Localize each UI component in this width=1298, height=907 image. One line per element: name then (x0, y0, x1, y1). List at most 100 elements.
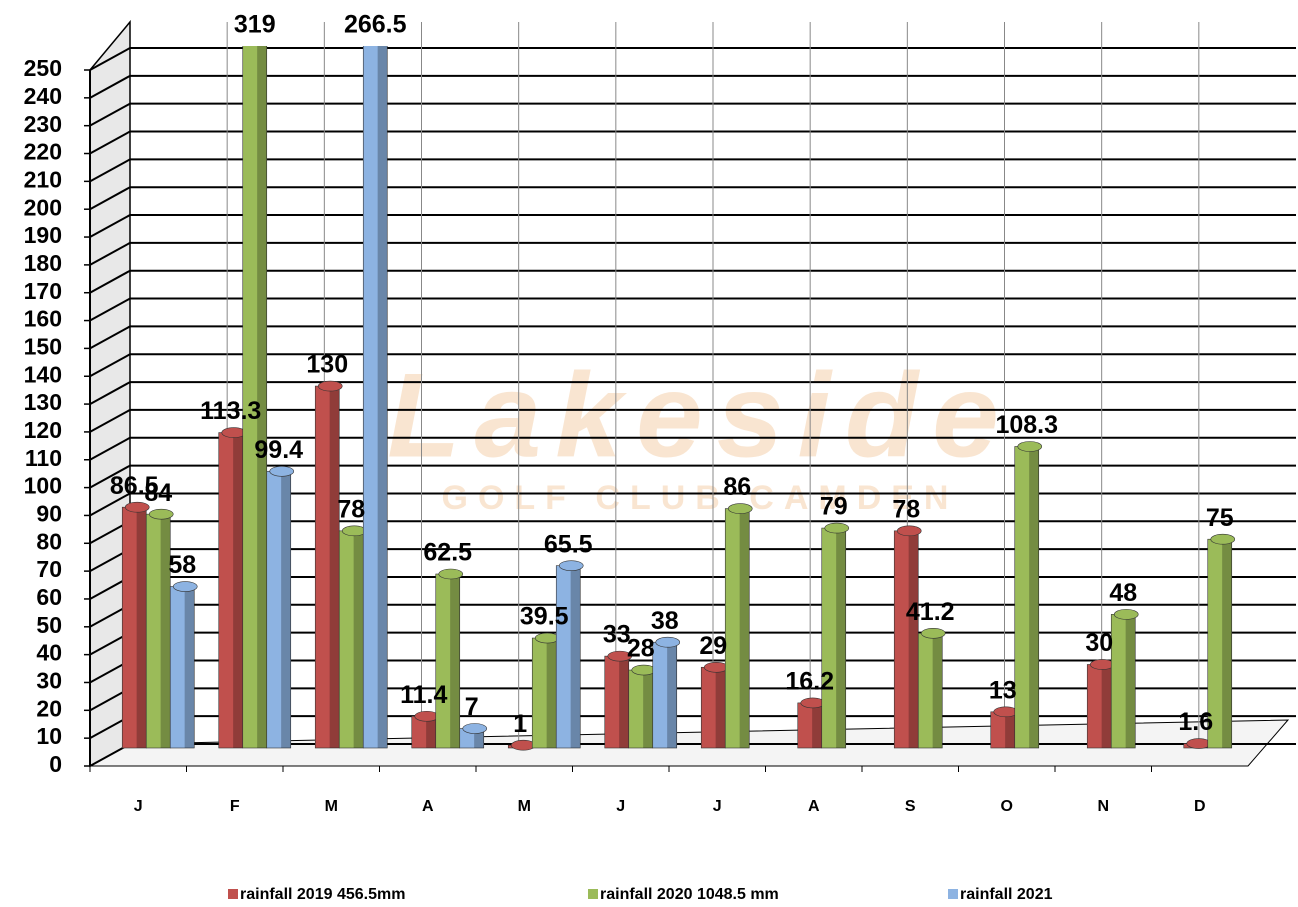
data-label: 86.5 (110, 472, 159, 500)
bar-shade (160, 514, 171, 748)
bar (266, 470, 292, 749)
data-label: 130 (306, 351, 348, 379)
y-tick-label: 40 (36, 640, 62, 666)
bar (555, 565, 581, 749)
bar-cap (558, 560, 584, 571)
data-label: 62.5 (423, 539, 472, 567)
bar-cap (221, 427, 247, 438)
bar (628, 669, 654, 749)
y-tick-label: 230 (24, 111, 62, 137)
y-tick-label: 30 (36, 668, 62, 694)
data-label: 29 (699, 632, 727, 660)
grid-line (89, 436, 131, 461)
bar-cap (462, 723, 488, 734)
data-label: 7 (465, 693, 479, 721)
bar-cap (1210, 533, 1236, 545)
bar-shade (546, 638, 557, 748)
legend-swatch (948, 889, 958, 899)
bar (1110, 614, 1136, 749)
y-tick-label: 100 (24, 473, 62, 499)
legend-swatch (588, 889, 598, 899)
grid-line (89, 74, 131, 99)
x-tick-label: D (1194, 798, 1206, 815)
bar-shade (353, 530, 364, 748)
y-tick-label: 210 (24, 166, 62, 192)
grid-line (89, 214, 131, 238)
bar-cap (655, 636, 681, 648)
bar-shade (812, 702, 822, 748)
bar (893, 530, 919, 749)
data-label: 28 (627, 635, 655, 663)
bar-cap (703, 661, 729, 673)
y-tick-label: 240 (24, 83, 62, 109)
bar-cap (510, 739, 536, 751)
grid-line (89, 381, 131, 405)
bar (1207, 538, 1233, 749)
legend-swatch (228, 889, 238, 899)
grid-line (89, 297, 131, 322)
bar (917, 632, 943, 749)
data-label: 108.3 (995, 411, 1058, 439)
x-tick-label: A (808, 798, 820, 815)
bar-shade (619, 656, 629, 748)
grid-line (89, 47, 131, 71)
y-tick-label: 220 (24, 139, 62, 165)
bar (1014, 446, 1040, 749)
bar-shade (1125, 614, 1136, 748)
data-label: 58 (168, 551, 196, 579)
bar-shade (450, 574, 460, 748)
data-label: 65.5 (544, 530, 593, 558)
bar-shade (257, 46, 267, 749)
y-tick-label: 90 (36, 501, 62, 527)
bar-shade (836, 528, 846, 748)
bar-shade (643, 670, 653, 748)
y-tick-label: 60 (36, 584, 62, 610)
bar (652, 641, 678, 749)
bar-cap (148, 508, 174, 520)
legend-label: rainfall 2020 1048.5 mm (600, 886, 779, 903)
data-label: 78 (892, 495, 920, 523)
y-tick-label: 80 (36, 528, 62, 554)
data-label: 16.2 (785, 668, 834, 696)
x-tick-label: N (1097, 798, 1109, 815)
x-tick-label: O (1001, 798, 1013, 815)
bar-shade (329, 386, 340, 748)
data-label: 113.3 (200, 397, 261, 425)
grid-line (89, 130, 131, 155)
y-tick-label: 250 (24, 55, 62, 81)
x-tick-label: M (518, 798, 531, 815)
bar-shade (136, 507, 147, 748)
bar-shade (377, 46, 388, 748)
bar-cap (800, 697, 826, 709)
y-tick-label: 10 (36, 723, 62, 749)
bar-cap (727, 503, 753, 514)
data-label: 78 (337, 495, 365, 523)
bar-shade (1101, 664, 1112, 748)
legend-label: rainfall 2019 456.5mm (240, 886, 405, 903)
bar-cap (1089, 659, 1115, 670)
data-label: 38 (651, 607, 679, 635)
bar-cap (1186, 738, 1212, 749)
bar-shade (184, 586, 195, 748)
bar-cap (414, 710, 440, 722)
bar-cap (317, 380, 343, 392)
y-tick-label: 110 (25, 445, 62, 471)
legend-label: rainfall 2021 (960, 886, 1053, 903)
x-tick-label: J (713, 798, 722, 815)
data-label: 13 (989, 676, 1017, 704)
watermark-subtitle: GOLF CLUB CAMDEN (442, 479, 959, 517)
data-label: 41.2 (906, 598, 955, 626)
bar (121, 506, 147, 749)
data-label: 75 (1206, 504, 1234, 532)
bar-cap (269, 465, 295, 477)
bar-shade (474, 728, 484, 748)
bar-shade (570, 565, 581, 748)
bar (724, 508, 750, 749)
bar-shade (908, 530, 919, 748)
y-tick-label: 180 (24, 250, 62, 276)
bar-cap (1113, 609, 1139, 620)
bar (1086, 664, 1112, 749)
data-label: 48 (1109, 579, 1137, 607)
data-label: 99.4 (254, 436, 303, 464)
data-label: 79 (820, 493, 848, 521)
